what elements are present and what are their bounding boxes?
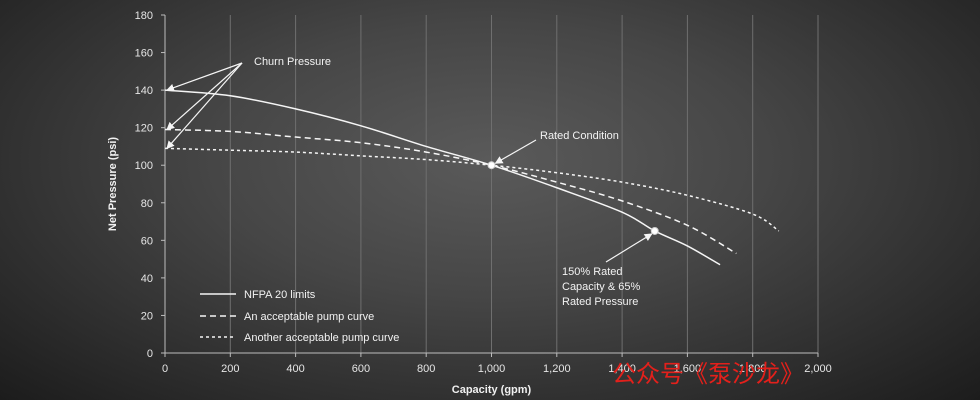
- annotation-arrow: [166, 62, 243, 92]
- y-tick-label: 160: [135, 48, 153, 60]
- annotation-arrow: [494, 139, 537, 164]
- legend-label: An acceptable pump curve: [244, 311, 374, 323]
- y-tick-label: 60: [141, 235, 153, 247]
- x-tick-label: 1,600: [674, 363, 702, 375]
- series-line-dotted: [164, 147, 780, 232]
- legend: NFPA 20 limits An acceptable pump curve An…: [200, 289, 399, 344]
- annotation-rated: Rated Condition: [540, 130, 619, 142]
- x-axis-title: Capacity (gpm): [452, 384, 532, 396]
- x-tick-label: 400: [286, 363, 304, 375]
- annotation-rated150: 150% Rated Capacity & 65% Rated Pressure: [562, 266, 640, 308]
- x-tick-label: 200: [221, 363, 239, 375]
- x-tick-label: 800: [417, 363, 435, 375]
- annotation-arrow: [605, 233, 653, 263]
- series-lines: [164, 89, 780, 266]
- annotation-arrow: [166, 62, 243, 150]
- x-tick-label: 1,000: [478, 363, 506, 375]
- y-tick-label: 40: [141, 273, 153, 285]
- watermark: 公众号《泵沙龙》: [612, 360, 804, 388]
- x-tick-label: 0: [162, 363, 168, 375]
- legend-label: NFPA 20 limits: [244, 289, 316, 301]
- y-tick-label: 100: [135, 160, 153, 172]
- annotations: Churn Pressure Rated Condition 150% Rated C…: [166, 56, 653, 308]
- y-tick-label: 20: [141, 310, 153, 322]
- annotation-arrow: [166, 62, 243, 131]
- y-tick-label: 120: [135, 123, 153, 135]
- y-tick-label: 180: [135, 10, 153, 22]
- x-tick-label: 1,400: [608, 363, 636, 375]
- point-markers: [487, 161, 659, 235]
- x-tick-label: 2,000: [804, 363, 832, 375]
- x-tick-label: 1,200: [543, 363, 571, 375]
- x-tick-label: 600: [352, 363, 370, 375]
- y-tick-label: 140: [135, 85, 153, 97]
- legend-label: Another acceptable pump curve: [244, 332, 399, 344]
- marker-point: [650, 226, 659, 235]
- y-axis-title: Net Pressure (psi): [107, 137, 119, 231]
- y-tick-label: 80: [141, 198, 153, 210]
- annotation-churn: Churn Pressure: [254, 56, 331, 68]
- series-line-dashed: [164, 128, 737, 255]
- x-tick-label: 1,800: [739, 363, 767, 375]
- y-tick-labels: 0 20 40 60 80 100 120 140 160 180: [135, 10, 165, 360]
- grid: [229, 15, 819, 353]
- marker-point: [487, 161, 496, 170]
- x-tick-labels: 0 200 400 600 800 1,000 1,200 1,400 1,600 1,800 2,…: [162, 353, 832, 375]
- series-line-solid: [164, 89, 721, 266]
- y-tick-label: 0: [147, 348, 153, 360]
